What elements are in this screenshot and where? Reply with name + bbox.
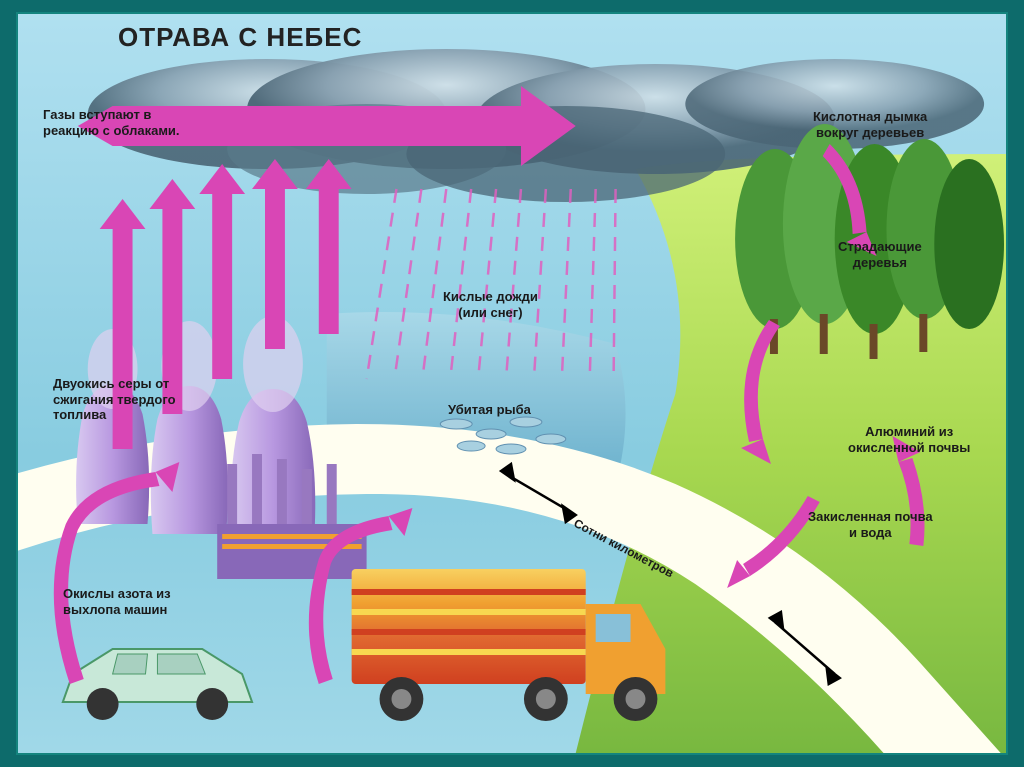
label-suffering-trees: Страдающие деревья bbox=[838, 239, 922, 270]
label-gases-react: Газы вступают в реакцию с облаками. bbox=[43, 107, 180, 138]
label-aluminum-soil: Алюминий из окисленной почвы bbox=[848, 424, 970, 455]
label-sulfur-dioxide: Двуокись серы от сжигания твердого топли… bbox=[53, 376, 176, 423]
label-acid-rain: Кислые дожди (или снег) bbox=[443, 289, 538, 320]
label-acidified-soil: Закисленная почва и вода bbox=[808, 509, 933, 540]
label-acid-haze: Кислотная дымка вокруг деревьев bbox=[813, 109, 927, 140]
label-nitrogen-oxides: Окислы азота из выхлопа машин bbox=[63, 586, 171, 617]
diagram-title: ОТРАВА С НЕБЕС bbox=[118, 22, 362, 53]
label-dead-fish: Убитая рыба bbox=[448, 402, 531, 418]
